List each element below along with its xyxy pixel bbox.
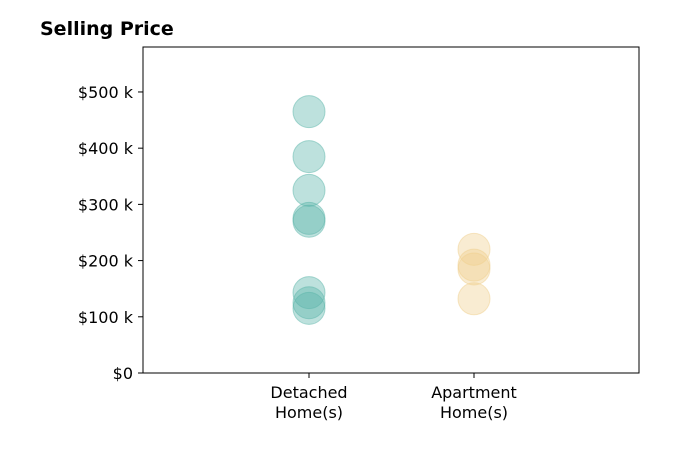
y-tick-label: $400 k xyxy=(78,139,134,158)
y-tick-label: $500 k xyxy=(78,83,134,102)
data-point xyxy=(292,204,326,238)
data-point xyxy=(292,140,326,174)
data-point xyxy=(457,282,491,316)
data-point xyxy=(457,252,491,286)
data-point xyxy=(292,95,326,129)
y-tick-label: $100 k xyxy=(78,308,134,327)
y-tick-label: $200 k xyxy=(78,252,134,271)
y-axis: $0 $100 k $200 k $300 k $400 k $500 k xyxy=(78,83,143,383)
y-tick-label: $300 k xyxy=(78,195,134,214)
x-tick-label: Detached xyxy=(270,383,347,402)
x-tick-label: Apartment xyxy=(431,383,517,402)
marks-layer xyxy=(292,95,491,325)
data-point xyxy=(292,291,326,325)
x-tick-label: Home(s) xyxy=(275,403,343,422)
plot-frame xyxy=(142,46,640,374)
x-tick-label: Home(s) xyxy=(440,403,508,422)
chart-title: Selling Price xyxy=(40,18,174,40)
data-point xyxy=(292,173,326,207)
y-tick-label: $0 xyxy=(113,364,133,383)
